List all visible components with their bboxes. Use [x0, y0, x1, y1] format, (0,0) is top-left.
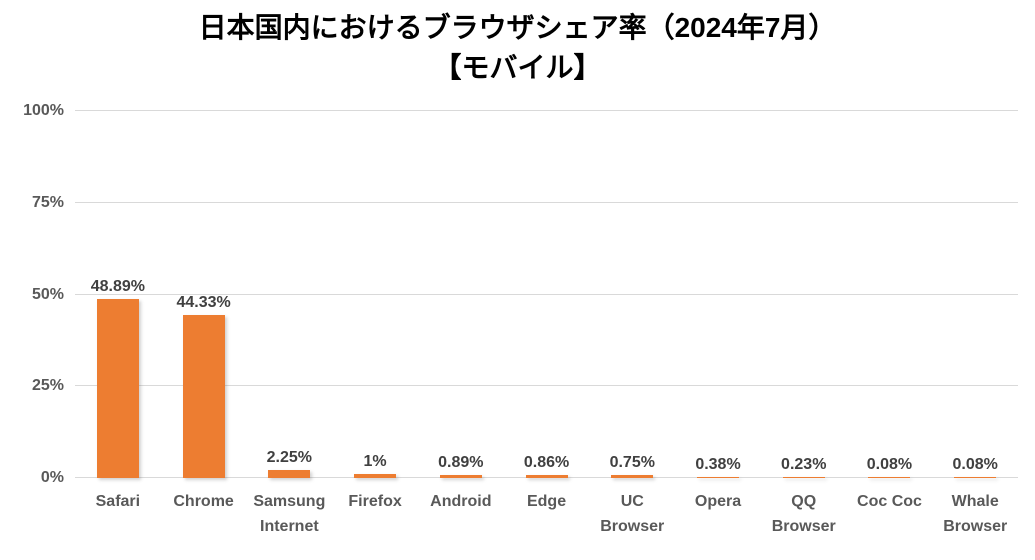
bar-value-label: 0.23%	[781, 456, 827, 473]
chart-title-line1: 日本国内におけるブラウザシェア率（2024年7月）	[198, 12, 837, 43]
y-tick-label: 100%	[23, 102, 64, 119]
bar-value-label: 0.08%	[866, 456, 913, 473]
bar-qq-browser	[782, 477, 825, 478]
x-category-label: Coc Coc	[857, 493, 922, 510]
chart-title-line2: 【モバイル】	[433, 52, 602, 83]
x-axis-labels: Safari Chrome Samsung Internet Firefox Andro…	[75, 479, 1018, 539]
x-category-label: Chrome	[173, 493, 234, 510]
bar-safari	[96, 298, 139, 478]
bar-value-label: 0.89%	[438, 453, 484, 471]
bar-whale-browser	[954, 477, 997, 478]
bar-value-label: 0.08%	[952, 456, 998, 473]
bar-value-label: 48.89%	[90, 277, 145, 295]
y-tick-label: 0%	[40, 469, 64, 486]
bar-slot: 44.33%	[161, 111, 247, 478]
x-category-label: Edge	[526, 493, 567, 510]
bar-slot: 0.23%	[761, 111, 847, 478]
gridline	[75, 110, 1018, 111]
plot-area: 48.89% 44.33% 2.25% 1% 0.89% 0.86% 0.75% 0.38% 0…	[75, 110, 1018, 478]
bar-coc-coc	[868, 477, 911, 478]
bar-value-label: 1%	[363, 453, 387, 471]
y-axis-labels: 0% 25% 50% 75% 100%	[0, 102, 64, 486]
y-tick-label: 25%	[31, 377, 64, 395]
gridline	[75, 293, 1018, 295]
x-category-label: Opera	[694, 493, 742, 510]
bar-slot: 0.38%	[675, 111, 761, 478]
x-category-label: Safari	[95, 493, 141, 510]
gridline	[75, 385, 1018, 387]
bar-firefox	[354, 474, 397, 478]
bar-slot: 48.89%	[75, 111, 161, 478]
bar-android	[439, 474, 482, 478]
bar-slot: 0.08%	[932, 111, 1018, 478]
bar-slot: 0.86%	[504, 111, 590, 478]
bar-slot: 0.75%	[589, 111, 675, 478]
bar-uc-browser	[611, 475, 654, 478]
bars-row: 48.89% 44.33% 2.25% 1% 0.89% 0.86% 0.75% 0.38% 0…	[75, 111, 1018, 478]
bar-slot: 2.25%	[246, 111, 332, 478]
chart-title: 日本国内におけるブラウザシェア率（2024年7月） 【モバイル】	[0, 8, 1035, 88]
x-category-label: Samsung Internet	[253, 493, 326, 535]
x-category-label: Firefox	[348, 493, 402, 510]
bar-edge	[525, 474, 568, 478]
x-category-label: QQ Browser	[771, 493, 836, 535]
y-tick-label: 50%	[31, 285, 64, 303]
bar-value-label: 44.33%	[176, 294, 231, 312]
bar-slot: 0.08%	[847, 111, 933, 478]
bar-value-label: 0.86%	[523, 453, 570, 471]
bar-chrome	[182, 315, 225, 478]
x-category-label: Android	[430, 493, 492, 510]
y-tick-label: 75%	[31, 193, 64, 211]
bar-value-label: 2.25%	[266, 448, 313, 466]
x-category-label: Whale Browser	[943, 493, 1008, 535]
bar-samsung-internet	[268, 469, 311, 478]
gridline	[75, 201, 1018, 203]
x-category-label: UC Browser	[600, 493, 665, 535]
bar-value-label: 0.38%	[695, 455, 741, 473]
bar-value-label: 0.75%	[609, 454, 655, 472]
bar-opera	[697, 476, 739, 478]
bar-slot: 1%	[332, 111, 418, 478]
bar-slot: 0.89%	[418, 111, 504, 478]
